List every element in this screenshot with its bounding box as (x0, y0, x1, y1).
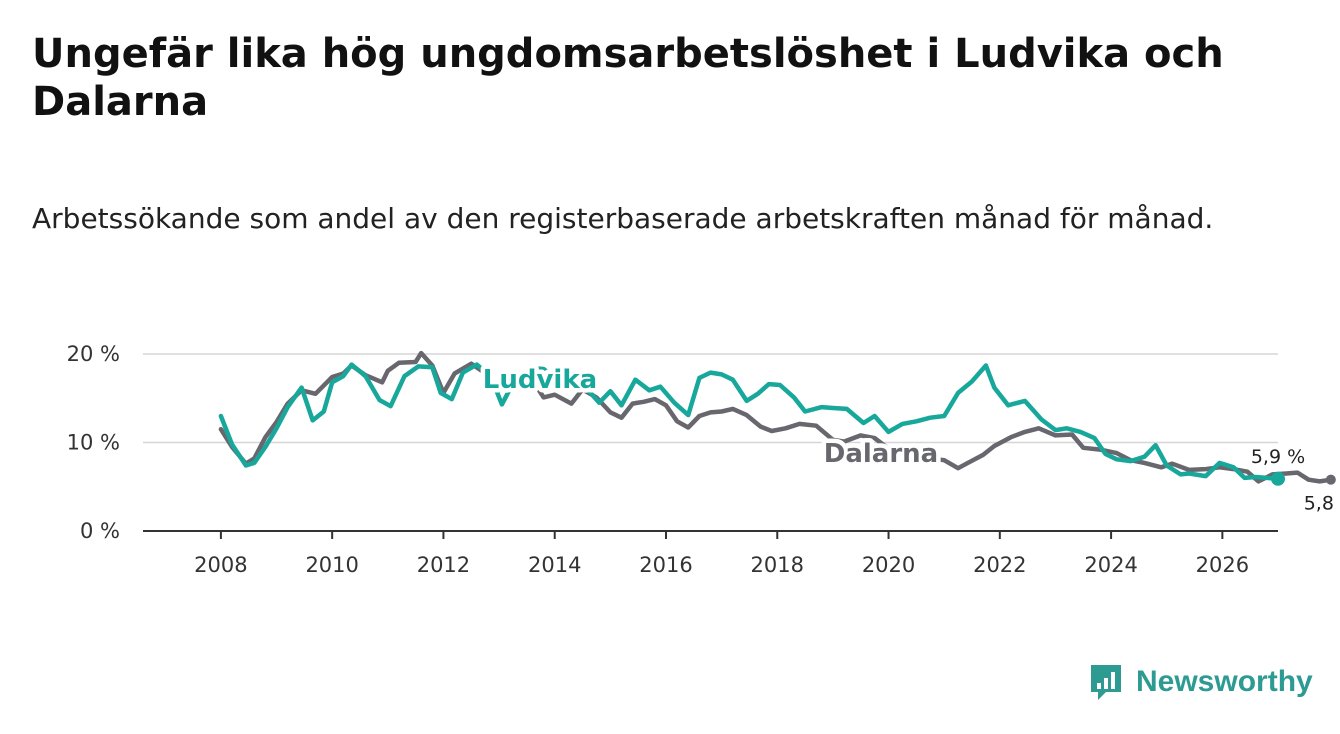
x-tick-label: 2022 (973, 553, 1026, 577)
y-tick-label: 10 % (67, 431, 120, 455)
end-point-dalarna (1325, 474, 1336, 485)
x-tick-label: 2012 (417, 553, 470, 577)
series-line-dalarna (218, 350, 1334, 484)
end-value-label-ludvika: 5,9 % (1251, 446, 1305, 468)
x-tick-label: 2016 (639, 553, 692, 577)
y-tick-label: 0 % (80, 519, 120, 543)
series-label-ludvika: Ludvika (483, 365, 597, 395)
newsworthy-logo[interactable]: Newsworthy (1088, 660, 1313, 704)
x-axis: 2008 2010 2012 2014 2016 2018 2020 2022 2024 2026 (143, 530, 1278, 577)
bar-chart-logo-icon (1091, 665, 1121, 700)
y-tick-label: 20 % (67, 342, 120, 366)
end-point-ludvika (1271, 471, 1285, 486)
end-label-halo-dalarna: 5,8 % (1304, 493, 1340, 515)
end-value-label-dalarna: 5,8 % (1304, 493, 1340, 515)
series-label-halo-dalarna: Dalarna (824, 439, 938, 469)
series-label-halo-ludvika: Ludvika (483, 365, 597, 395)
chart-subtitle: Arbetssökande som andel av den registerb… (32, 202, 1214, 235)
x-tick-label: 2020 (862, 553, 915, 577)
x-tick-label: 2014 (528, 553, 581, 577)
brand-name: Newsworthy (1136, 665, 1313, 698)
line-chart: 0 % 10 % 20 % 2008 2010 2012 2014 2016 2018 2020… (67, 342, 1340, 577)
series-label-dalarna: Dalarna (824, 439, 938, 469)
x-tick-label: 2008 (194, 553, 247, 577)
series-line-ludvika (218, 362, 1281, 482)
x-tick-label: 2010 (305, 553, 358, 577)
x-tick-label: 2024 (1084, 553, 1137, 577)
grid-lines (143, 353, 1278, 444)
end-label-halo-ludvika: 5,9 % (1251, 446, 1305, 468)
x-tick-label: 2026 (1196, 553, 1249, 577)
chart-title: Ungefär lika hög ungdomsarbetslöshet i L… (32, 31, 1224, 125)
y-axis-tick-labels: 0 % 10 % 20 % (67, 342, 120, 543)
x-tick-label: 2018 (751, 553, 804, 577)
series-lines (218, 350, 1336, 486)
